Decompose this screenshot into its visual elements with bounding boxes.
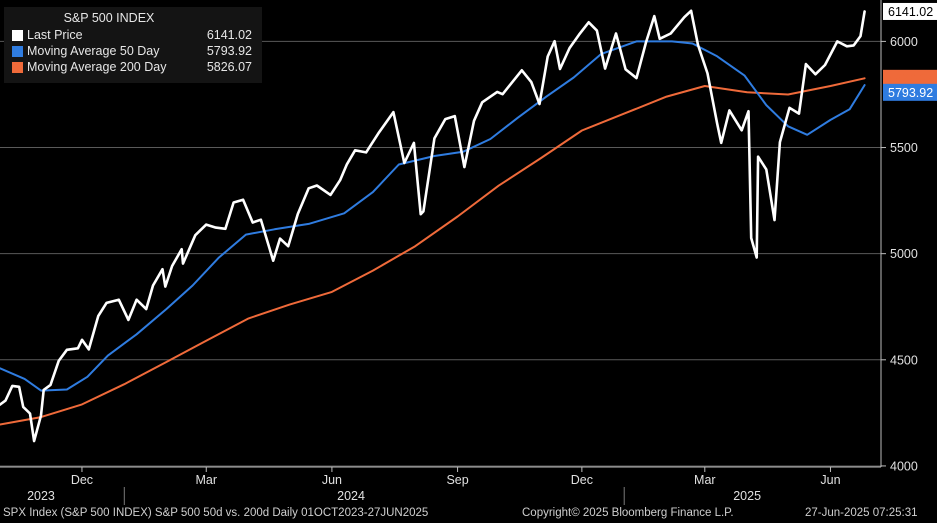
year-label-2025: 2025 — [733, 489, 761, 503]
x-tick-label-mar: Mar — [694, 473, 716, 487]
x-tick-label-jun: Jun — [820, 473, 840, 487]
price-line — [0, 9, 866, 443]
y-tick-label: 6000 — [890, 35, 918, 49]
x-tick-label-dec: Dec — [71, 473, 93, 487]
badge-bg — [883, 69, 937, 87]
legend-label: Moving Average 50 Day — [27, 44, 160, 58]
badge-text: 5793.92 — [888, 86, 933, 100]
footer: SPX Index (S&P 500 INDEX) S&P 500 50d vs… — [0, 505, 937, 523]
ma200-line — [0, 77, 866, 426]
footer-timestamp: 27-Jun-2025 07:25:31 — [805, 507, 918, 519]
ma50-line — [0, 40, 866, 392]
legend-item-ma50: Moving Average 50 Day 5793.92 — [12, 44, 258, 59]
y-tick-label: 4500 — [890, 353, 918, 367]
legend: S&P 500 INDEX Last Price 6141.02 Moving … — [4, 7, 262, 83]
legend-item-last-price: Last Price 6141.02 — [12, 28, 258, 43]
footer-copyright: Copyright© 2025 Bloomberg Finance L.P. — [522, 507, 734, 519]
legend-value: 5793.92 — [206, 44, 252, 58]
badge-text: 6141.02 — [888, 5, 933, 19]
series-lines — [0, 9, 866, 443]
y-axis: 4000 4500 5000 5500 6000 — [880, 0, 918, 473]
ma50-badge: 5793.92 — [883, 83, 937, 101]
legend-label: Last Price — [27, 28, 83, 42]
x-tick-label-jun: Jun — [322, 473, 342, 487]
legend-swatch — [12, 62, 23, 73]
legend-swatch — [12, 30, 23, 41]
legend-value: 6141.02 — [206, 28, 252, 42]
legend-item-ma200: Moving Average 200 Day 5826.07 — [12, 60, 258, 75]
grid-lines — [0, 40, 881, 467]
x-tick-label-sep: Sep — [446, 473, 468, 487]
badge-bg — [883, 2, 937, 20]
badge-text: 5826.07 — [888, 72, 933, 86]
x-axis: Dec Mar Jun Sep Dec Mar Jun 2023 2024 2025 — [0, 466, 881, 505]
footer-description: SPX Index (S&P 500 INDEX) S&P 500 50d vs… — [3, 507, 429, 519]
y-tick-label: 4000 — [890, 459, 918, 473]
year-label-2024: 2024 — [337, 489, 365, 503]
legend-label: Moving Average 200 Day — [27, 60, 167, 74]
badge-bg — [883, 83, 937, 101]
legend-value: 5826.07 — [206, 60, 252, 74]
y-tick-label: 5000 — [890, 247, 918, 261]
chart-title: S&P 500 INDEX — [63, 11, 155, 25]
ma200-badge: 5826.07 — [883, 69, 937, 87]
price-badge: 6141.02 — [883, 2, 937, 20]
legend-swatch — [12, 46, 23, 57]
year-label-2023: 2023 — [27, 489, 55, 503]
x-tick-label-dec: Dec — [571, 473, 593, 487]
y-tick-label: 5500 — [890, 141, 918, 155]
x-tick-label-mar: Mar — [195, 473, 217, 487]
